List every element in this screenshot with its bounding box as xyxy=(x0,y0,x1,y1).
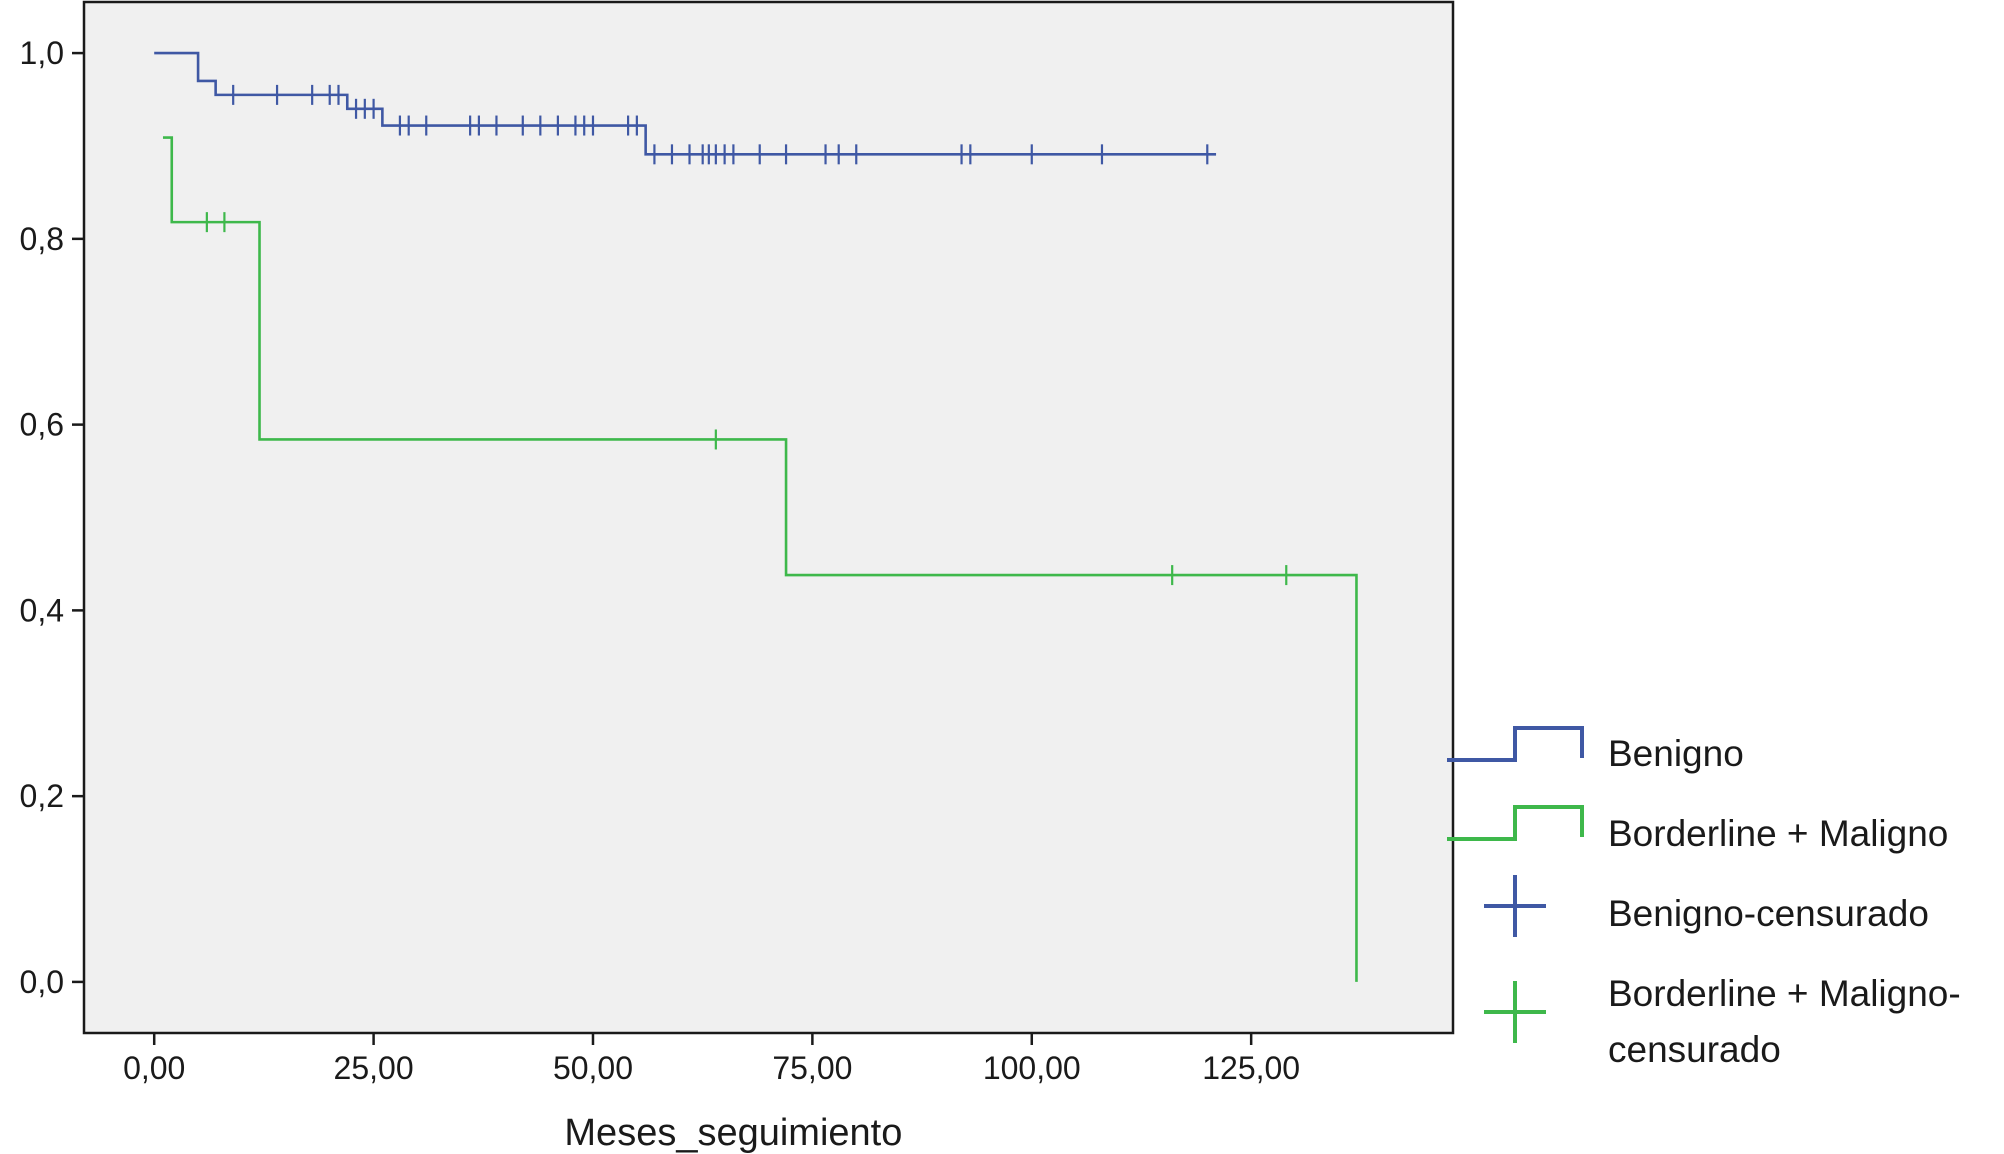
legend-item-3: Benigno-censurado xyxy=(1484,875,1929,937)
x-axis: 0,00 25,00 50,00 75,00 100,00 125,00 xyxy=(123,1033,1300,1086)
series-layer xyxy=(154,51,1358,982)
series-borderline-maligno xyxy=(162,136,1358,982)
y-tick-label: 0,8 xyxy=(20,221,64,257)
survival-step-line xyxy=(162,136,1358,982)
x-tick-label: 50,00 xyxy=(553,1050,633,1086)
x-tick-label: 75,00 xyxy=(772,1050,852,1086)
legend-step-swatch xyxy=(1447,726,1584,762)
legend-label: Borderline + Maligno- xyxy=(1608,973,1961,1014)
x-axis-title: Meses_seguimiento xyxy=(564,1112,902,1154)
x-tick-label: 100,00 xyxy=(983,1050,1081,1086)
y-tick-label: 0,6 xyxy=(20,407,64,443)
y-tick-label: 0,0 xyxy=(20,964,64,1000)
x-tick-label: 125,00 xyxy=(1202,1050,1300,1086)
x-tick-label: 25,00 xyxy=(334,1050,414,1086)
y-tick-label: 1,0 xyxy=(20,35,64,71)
legend-label: Borderline + Maligno xyxy=(1608,813,1948,854)
survival-step-line xyxy=(154,51,1217,156)
y-tick-label: 0,2 xyxy=(20,778,64,814)
plot-area xyxy=(82,0,1455,1035)
legend-label: censurado xyxy=(1608,1029,1781,1070)
y-axis: 0,0 0,2 0,4 0,6 0,8 1,0 xyxy=(20,35,84,1000)
legend-item-4: Borderline + Maligno-censurado xyxy=(1484,973,1961,1070)
y-tick-label: 0,4 xyxy=(20,592,64,628)
legend-label: Benigno xyxy=(1608,733,1744,774)
legend: Benigno Borderline + Maligno Benigno-censu… xyxy=(1447,726,1961,1070)
legend-step-swatch xyxy=(1447,805,1584,841)
series-benigno xyxy=(154,51,1217,165)
x-tick-label: 0,00 xyxy=(123,1050,185,1086)
legend-item-1: Benigno xyxy=(1447,726,1744,774)
legend-item-2: Borderline + Maligno xyxy=(1447,805,1948,854)
legend-label: Benigno-censurado xyxy=(1608,893,1929,934)
